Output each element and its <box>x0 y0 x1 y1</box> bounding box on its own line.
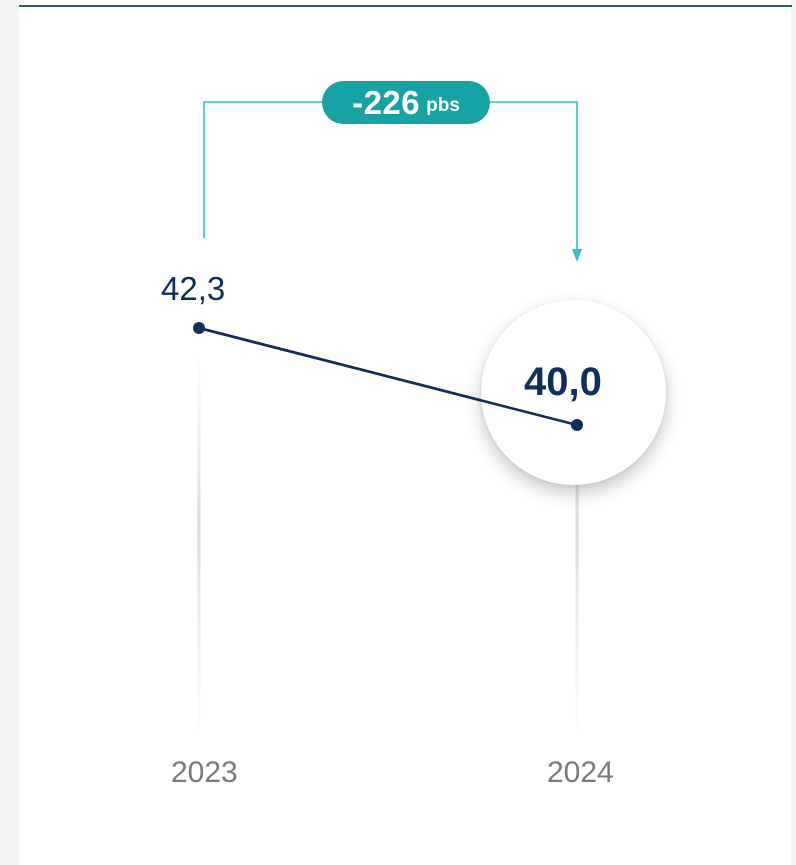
data-label-2024: 40,0 <box>524 360 602 404</box>
top-accent-rule <box>19 5 792 7</box>
data-label-2023: 42,3 <box>161 270 226 307</box>
change-badge: -226 pbs <box>322 81 490 124</box>
x-tick-label-2024: 2024 <box>547 756 614 789</box>
change-connector <box>203 101 578 250</box>
x-tick-label-2023: 2023 <box>171 756 238 789</box>
stem-2024 <box>575 350 579 740</box>
stem-2023 <box>197 350 201 740</box>
data-point-2023 <box>193 322 205 334</box>
change-value: -226 <box>352 83 421 121</box>
chart-card <box>19 0 791 865</box>
change-unit: pbs <box>426 94 460 116</box>
change-arrow-icon <box>572 249 582 262</box>
